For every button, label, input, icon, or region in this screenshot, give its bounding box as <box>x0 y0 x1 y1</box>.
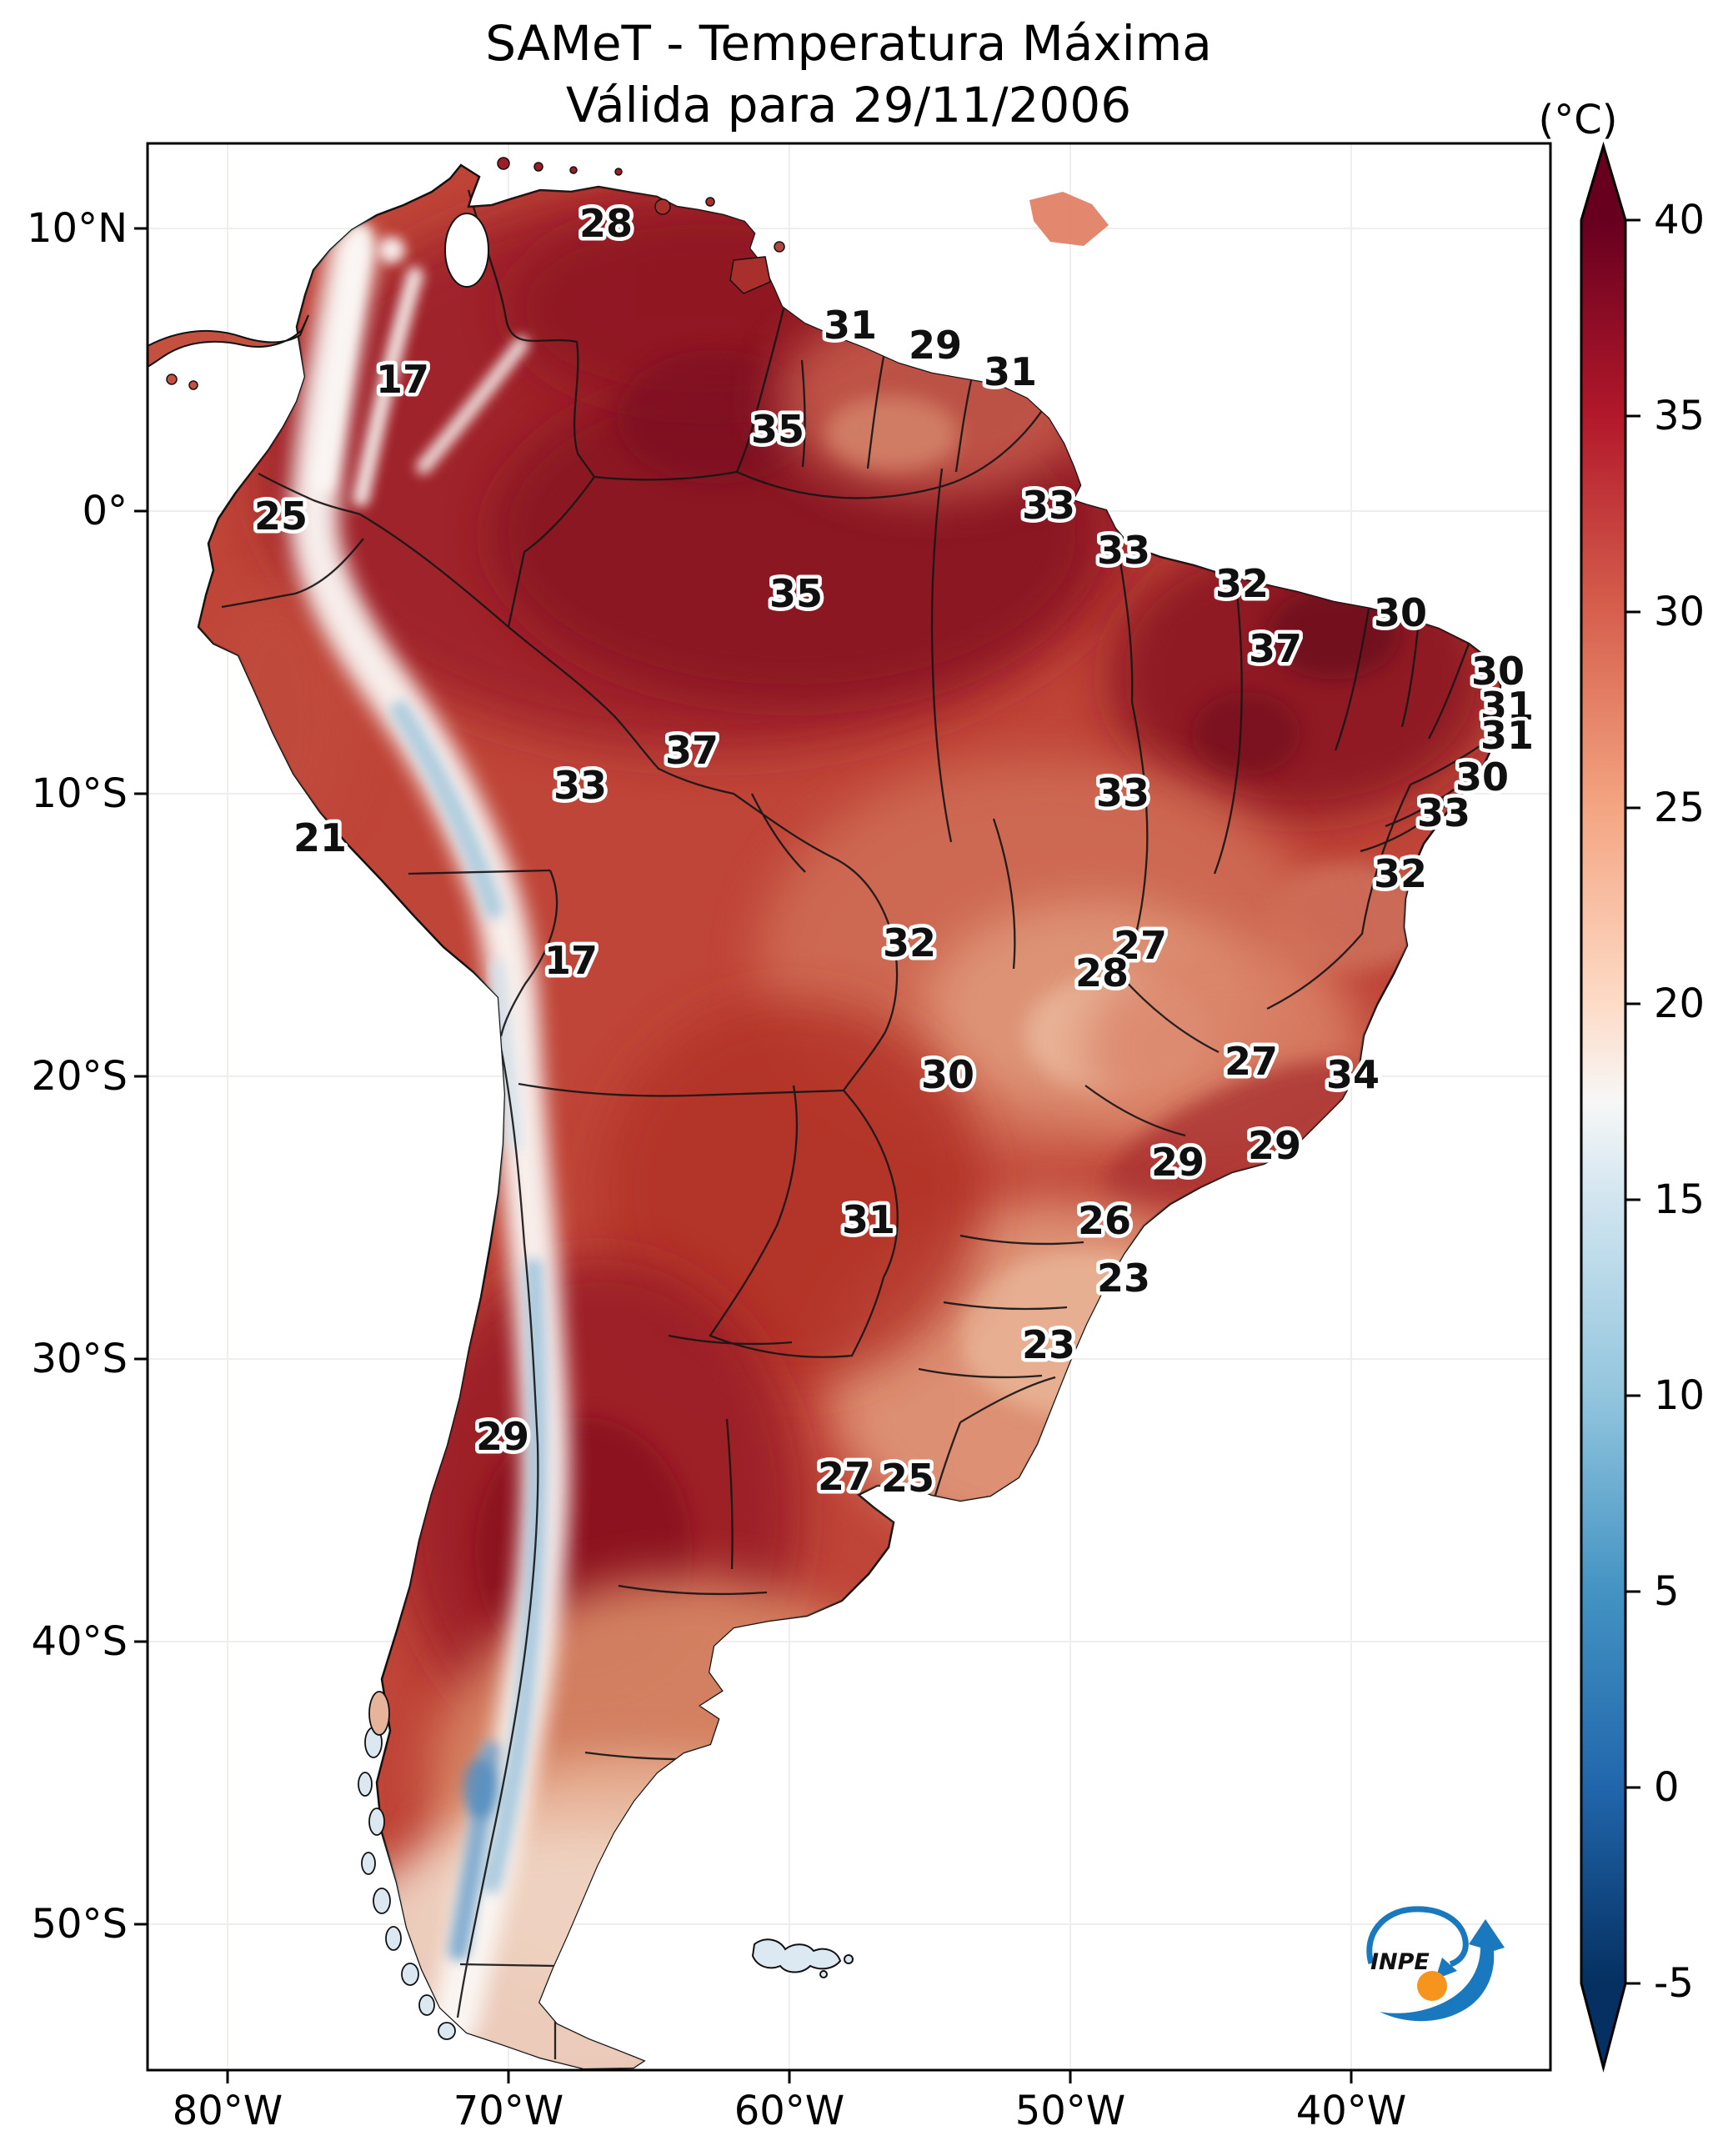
temp-label: 33 <box>1096 770 1150 815</box>
temp-label: 31 <box>1480 684 1534 729</box>
lat-tick-label: 40°S <box>31 1618 128 1665</box>
colorbar-tick-label: 35 <box>1654 393 1705 439</box>
temp-label: 17 <box>544 938 598 983</box>
lat-tick-label: 30°S <box>31 1336 128 1382</box>
temp-label: 32 <box>883 920 936 965</box>
temp-label: 31 <box>824 303 877 348</box>
temp-label: 31 <box>842 1197 895 1242</box>
temp-label: 28 <box>1075 950 1129 995</box>
temp-label: 31 <box>984 349 1037 394</box>
temp-label: 23 <box>1022 1322 1075 1367</box>
temp-label: 30 <box>1471 649 1525 694</box>
temp-label: 32 <box>1374 851 1427 896</box>
lon-tick-label: 40°W <box>1296 2088 1407 2134</box>
figure-title-line1: SAMeT - Temperatura Máxima <box>485 15 1212 72</box>
patagonia-fjord-islands <box>358 1691 456 2040</box>
colorbar-over-arrow <box>1581 146 1625 220</box>
colorbar-tick-label: 15 <box>1654 1176 1705 1223</box>
colorbar-tick-label: 0 <box>1654 1764 1680 1811</box>
lat-tick-label: 20°S <box>31 1053 128 1100</box>
lake-maracaibo <box>444 213 489 288</box>
lon-tick-label: 80°W <box>173 2088 283 2134</box>
colorbar-tick-label: -5 <box>1654 1960 1694 2007</box>
temp-label: 30 <box>1374 590 1427 635</box>
temp-label: 37 <box>665 728 719 773</box>
temp-label: 37 <box>1249 626 1302 671</box>
colorbar-tick-label: 25 <box>1654 785 1705 831</box>
lon-tick-label: 70°W <box>453 2088 564 2134</box>
colorbar-tick-label: 40 <box>1654 197 1705 243</box>
temp-label: 29 <box>909 323 962 368</box>
temp-label: 31 <box>1480 713 1534 758</box>
colorbar-tick-label: 20 <box>1654 980 1705 1027</box>
caribbean-islands <box>166 157 785 390</box>
lat-tick-label: 50°S <box>31 1901 128 1948</box>
lat-tick-label: 10°S <box>31 770 128 817</box>
lon-tick-label: 60°W <box>734 2088 845 2134</box>
colorbar-tick-label: 5 <box>1654 1568 1680 1615</box>
temp-label: 27 <box>818 1454 871 1499</box>
temp-label: 30 <box>921 1052 974 1097</box>
figure-title-line2: Válida para 29/11/2006 <box>566 77 1131 133</box>
temp-label: 34 <box>1326 1052 1380 1097</box>
map-frame <box>146 142 1552 2072</box>
colorbar-ticks: 40 35 30 25 20 15 10 5 0 -5 <box>1625 197 1705 2007</box>
colorbar-unit-label: (°C) <box>1539 97 1618 143</box>
temp-label: 29 <box>476 1414 529 1459</box>
colorbar-gradient <box>1581 220 1625 1983</box>
temp-label: 35 <box>751 407 804 452</box>
temp-label: 21 <box>293 815 347 860</box>
longitude-axis: 80°W 70°W 60°W 50°W 40°W <box>173 2070 1407 2134</box>
falkland-islands <box>751 1938 854 1978</box>
inpe-logo: INPE <box>1366 1906 1505 2022</box>
temp-label: 33 <box>553 763 607 808</box>
colorbar: (°C) 40 35 30 25 20 15 10 5 0 -5 <box>1539 97 1705 2073</box>
offshore-data-patch <box>1029 192 1109 246</box>
temp-label: 33 <box>1417 790 1470 835</box>
panama-isthmus <box>147 314 309 369</box>
latitude-axis: 10°N 0° 10°S 20°S 30°S 40°S 50°S <box>27 205 148 1948</box>
temp-label: 25 <box>881 1456 934 1501</box>
inpe-logo-text: INPE <box>1370 1949 1430 1975</box>
inpe-orbit-arc <box>1366 1906 1469 1968</box>
temp-label: 28 <box>579 201 633 246</box>
temp-label: 25 <box>254 494 308 539</box>
lat-tick-label: 10°N <box>27 205 128 252</box>
temp-label: 32 <box>1215 561 1269 606</box>
colorbar-tick-label: 30 <box>1654 589 1705 635</box>
temp-label: 35 <box>769 571 823 616</box>
temp-label: 29 <box>1248 1123 1301 1168</box>
temp-label: 27 <box>1114 923 1167 968</box>
lat-tick-label: 0° <box>82 488 128 534</box>
temp-label: 26 <box>1078 1198 1131 1243</box>
temp-label: 33 <box>1022 483 1075 528</box>
temp-label: 23 <box>1097 1256 1150 1301</box>
temp-label: 30 <box>1455 755 1509 800</box>
inpe-swoosh-arrow <box>1380 1919 1505 2022</box>
country-borders <box>221 189 1496 2059</box>
inpe-orange-dot <box>1417 1971 1447 2001</box>
temp-label: 29 <box>1151 1140 1205 1185</box>
colorbar-under-arrow <box>1581 1983 1625 2068</box>
temp-label: 17 <box>376 357 429 402</box>
temp-label: 33 <box>1097 528 1150 573</box>
temp-label: 27 <box>1225 1039 1278 1084</box>
colorbar-tick-label: 10 <box>1654 1372 1705 1419</box>
lon-tick-label: 50°W <box>1015 2088 1126 2134</box>
